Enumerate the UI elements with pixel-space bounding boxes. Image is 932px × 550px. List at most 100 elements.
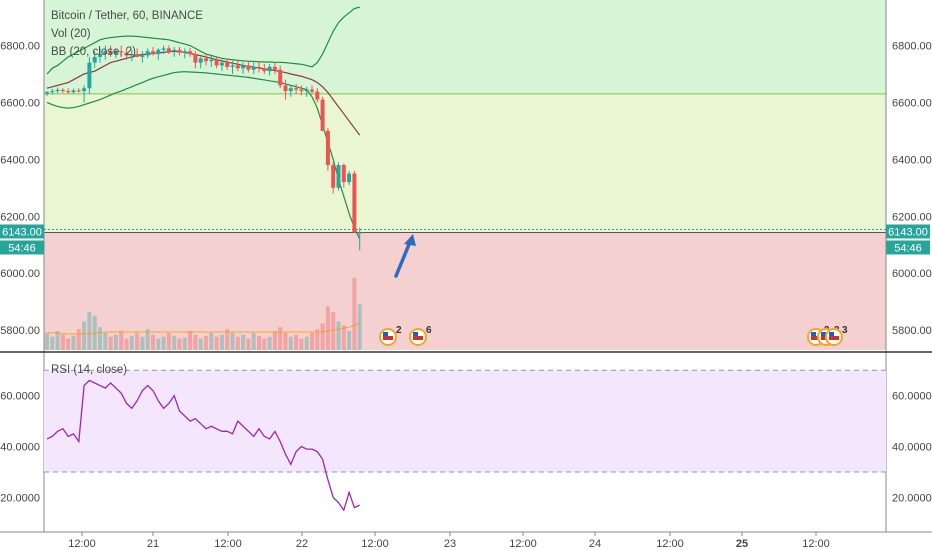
candle-body xyxy=(320,99,325,131)
candle xyxy=(98,48,102,63)
candle-body xyxy=(113,51,118,55)
volume-bar xyxy=(151,334,155,350)
volume-bar xyxy=(304,336,309,350)
candle-body xyxy=(71,90,76,93)
flag-canton xyxy=(383,332,388,336)
candle xyxy=(288,85,293,97)
time-axis[interactable]: 12:00 21 12:00 22 12:00 23 12:00 24 12:00 25 12:00 xyxy=(0,531,932,550)
volume-bar xyxy=(315,329,320,350)
candle xyxy=(113,48,118,59)
candle-body xyxy=(119,51,124,53)
candle xyxy=(103,45,108,60)
volume-bar xyxy=(267,336,272,350)
volume-bar xyxy=(204,335,208,350)
volume-bar xyxy=(357,304,362,350)
candle xyxy=(267,64,272,76)
volume-bar xyxy=(172,335,177,350)
candle-body xyxy=(140,55,145,57)
volume-bar xyxy=(161,336,166,350)
volume-bar xyxy=(82,321,87,350)
rsi-tick-left: 20.0000 xyxy=(0,492,40,504)
badge-bg xyxy=(886,224,930,239)
candle-body xyxy=(204,58,208,62)
candle xyxy=(214,56,219,69)
candles[interactable] xyxy=(45,45,362,251)
volume-bar xyxy=(278,327,283,350)
time-tick-label: 23 xyxy=(444,538,456,550)
candle-body xyxy=(294,88,299,90)
candle xyxy=(71,88,76,94)
flag-canton xyxy=(811,332,816,336)
volume-bar xyxy=(177,338,182,350)
event-markers[interactable]: 26333 xyxy=(379,325,848,346)
last-price-badge: 6143.00 54:46 xyxy=(886,224,930,255)
candle-body xyxy=(87,62,92,89)
candle-body xyxy=(188,51,193,55)
candle xyxy=(325,128,330,171)
flag-stripe xyxy=(829,336,839,340)
candle xyxy=(145,48,150,59)
volume-bar xyxy=(98,327,102,350)
flag-canton xyxy=(413,332,418,336)
volume-bar xyxy=(55,331,60,350)
candle xyxy=(204,54,208,66)
candle xyxy=(219,59,224,72)
event-marker: 2 xyxy=(379,325,402,346)
time-tick-label: 12:00 xyxy=(802,538,830,550)
volume-bar xyxy=(320,323,325,350)
candle xyxy=(124,48,129,60)
rsi-line xyxy=(46,379,360,512)
volume-bar xyxy=(140,336,145,350)
volume-bar xyxy=(156,338,161,350)
y-tick-left: 6000.00 xyxy=(0,268,40,280)
rsi-tick-right: 20.0000 xyxy=(892,492,932,504)
volume-bar xyxy=(214,336,219,350)
candle-body xyxy=(304,89,309,92)
candle xyxy=(357,227,362,251)
candle xyxy=(92,51,97,69)
candle xyxy=(336,162,341,191)
bb-legend: BB (20, close, 2) xyxy=(51,46,137,58)
time-tick-label: 12:00 xyxy=(509,538,537,550)
arrow-annotation[interactable] xyxy=(394,234,416,278)
volume-bar xyxy=(108,336,113,350)
arrow-shaft xyxy=(394,240,412,278)
candle-body xyxy=(235,65,240,69)
candle xyxy=(82,85,87,103)
volume-bar xyxy=(331,312,336,350)
volume-ma-line xyxy=(47,322,360,335)
bb-upper xyxy=(46,6,360,75)
candle xyxy=(294,83,299,94)
price-axes[interactable]: 5800.00 5800.00 6000.00 6000.00 6200.00 6200.… xyxy=(0,0,932,532)
candle xyxy=(182,48,187,59)
candle-body xyxy=(251,66,256,70)
volume-bar xyxy=(246,338,251,350)
volume-bar xyxy=(251,332,256,350)
y-tick-left: 6600.00 xyxy=(0,97,40,109)
flag-stripe xyxy=(383,336,393,340)
volume-bar xyxy=(182,337,187,350)
candle xyxy=(140,51,145,63)
candle xyxy=(166,45,171,55)
bb-middle xyxy=(46,50,361,136)
time-tick-label: 24 xyxy=(589,538,601,550)
flag-canton xyxy=(821,332,826,336)
rsi-axes[interactable]: 20.0000 20.0000 40.0000 40.0000 60.0000 60.00… xyxy=(0,391,932,505)
countdown-label: 54:46 xyxy=(894,242,922,254)
time-tick-label: 12:00 xyxy=(361,538,389,550)
volume-bar xyxy=(119,331,124,350)
candle xyxy=(177,46,182,56)
countdown-bg xyxy=(0,240,44,255)
candle-body xyxy=(347,173,352,183)
rsi-tick-left: 40.0000 xyxy=(0,442,40,454)
candle xyxy=(304,86,309,97)
y-tick-right: 6400.00 xyxy=(892,154,932,166)
candle xyxy=(50,88,55,95)
y-tick-right: 6200.00 xyxy=(892,211,932,223)
y-tick-right: 6000.00 xyxy=(892,268,932,280)
volume-bars xyxy=(45,277,362,350)
candle xyxy=(193,51,198,69)
candle-body xyxy=(230,65,235,67)
candle-body xyxy=(198,58,203,63)
